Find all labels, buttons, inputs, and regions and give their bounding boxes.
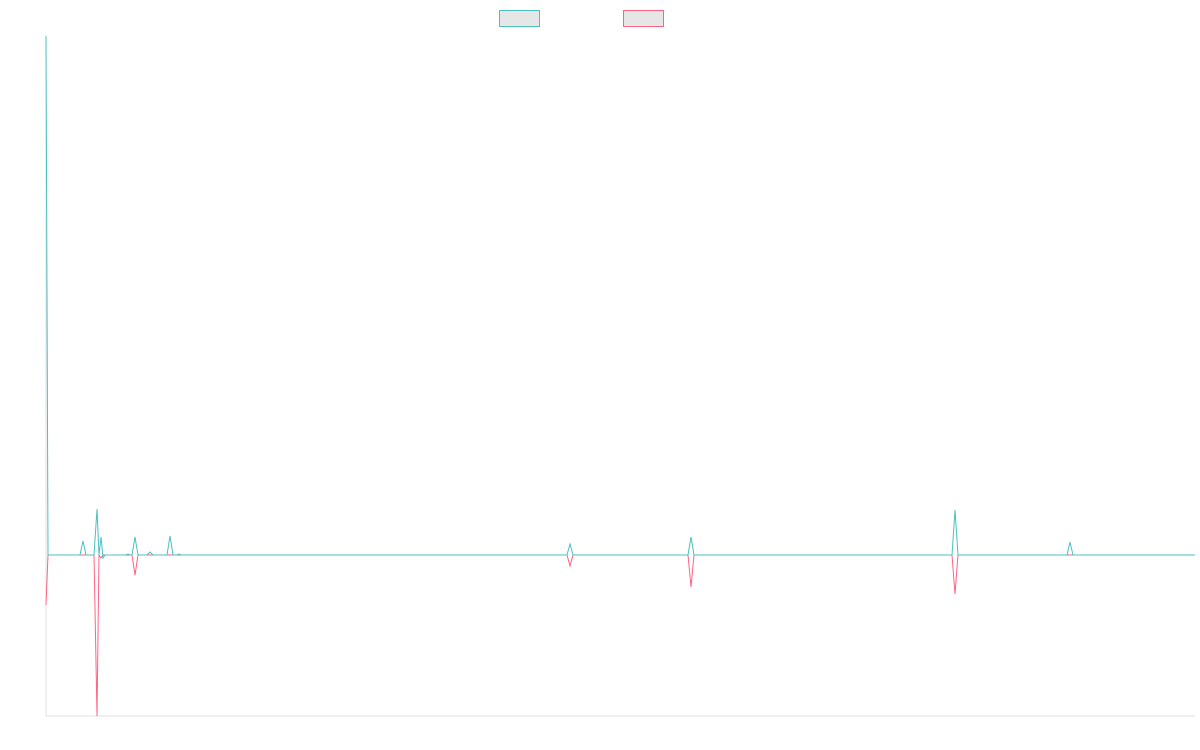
series-line — [45, 35, 1195, 560]
series-line — [45, 553, 1195, 717]
legend-swatch — [499, 10, 540, 27]
legend-swatch — [623, 10, 664, 27]
